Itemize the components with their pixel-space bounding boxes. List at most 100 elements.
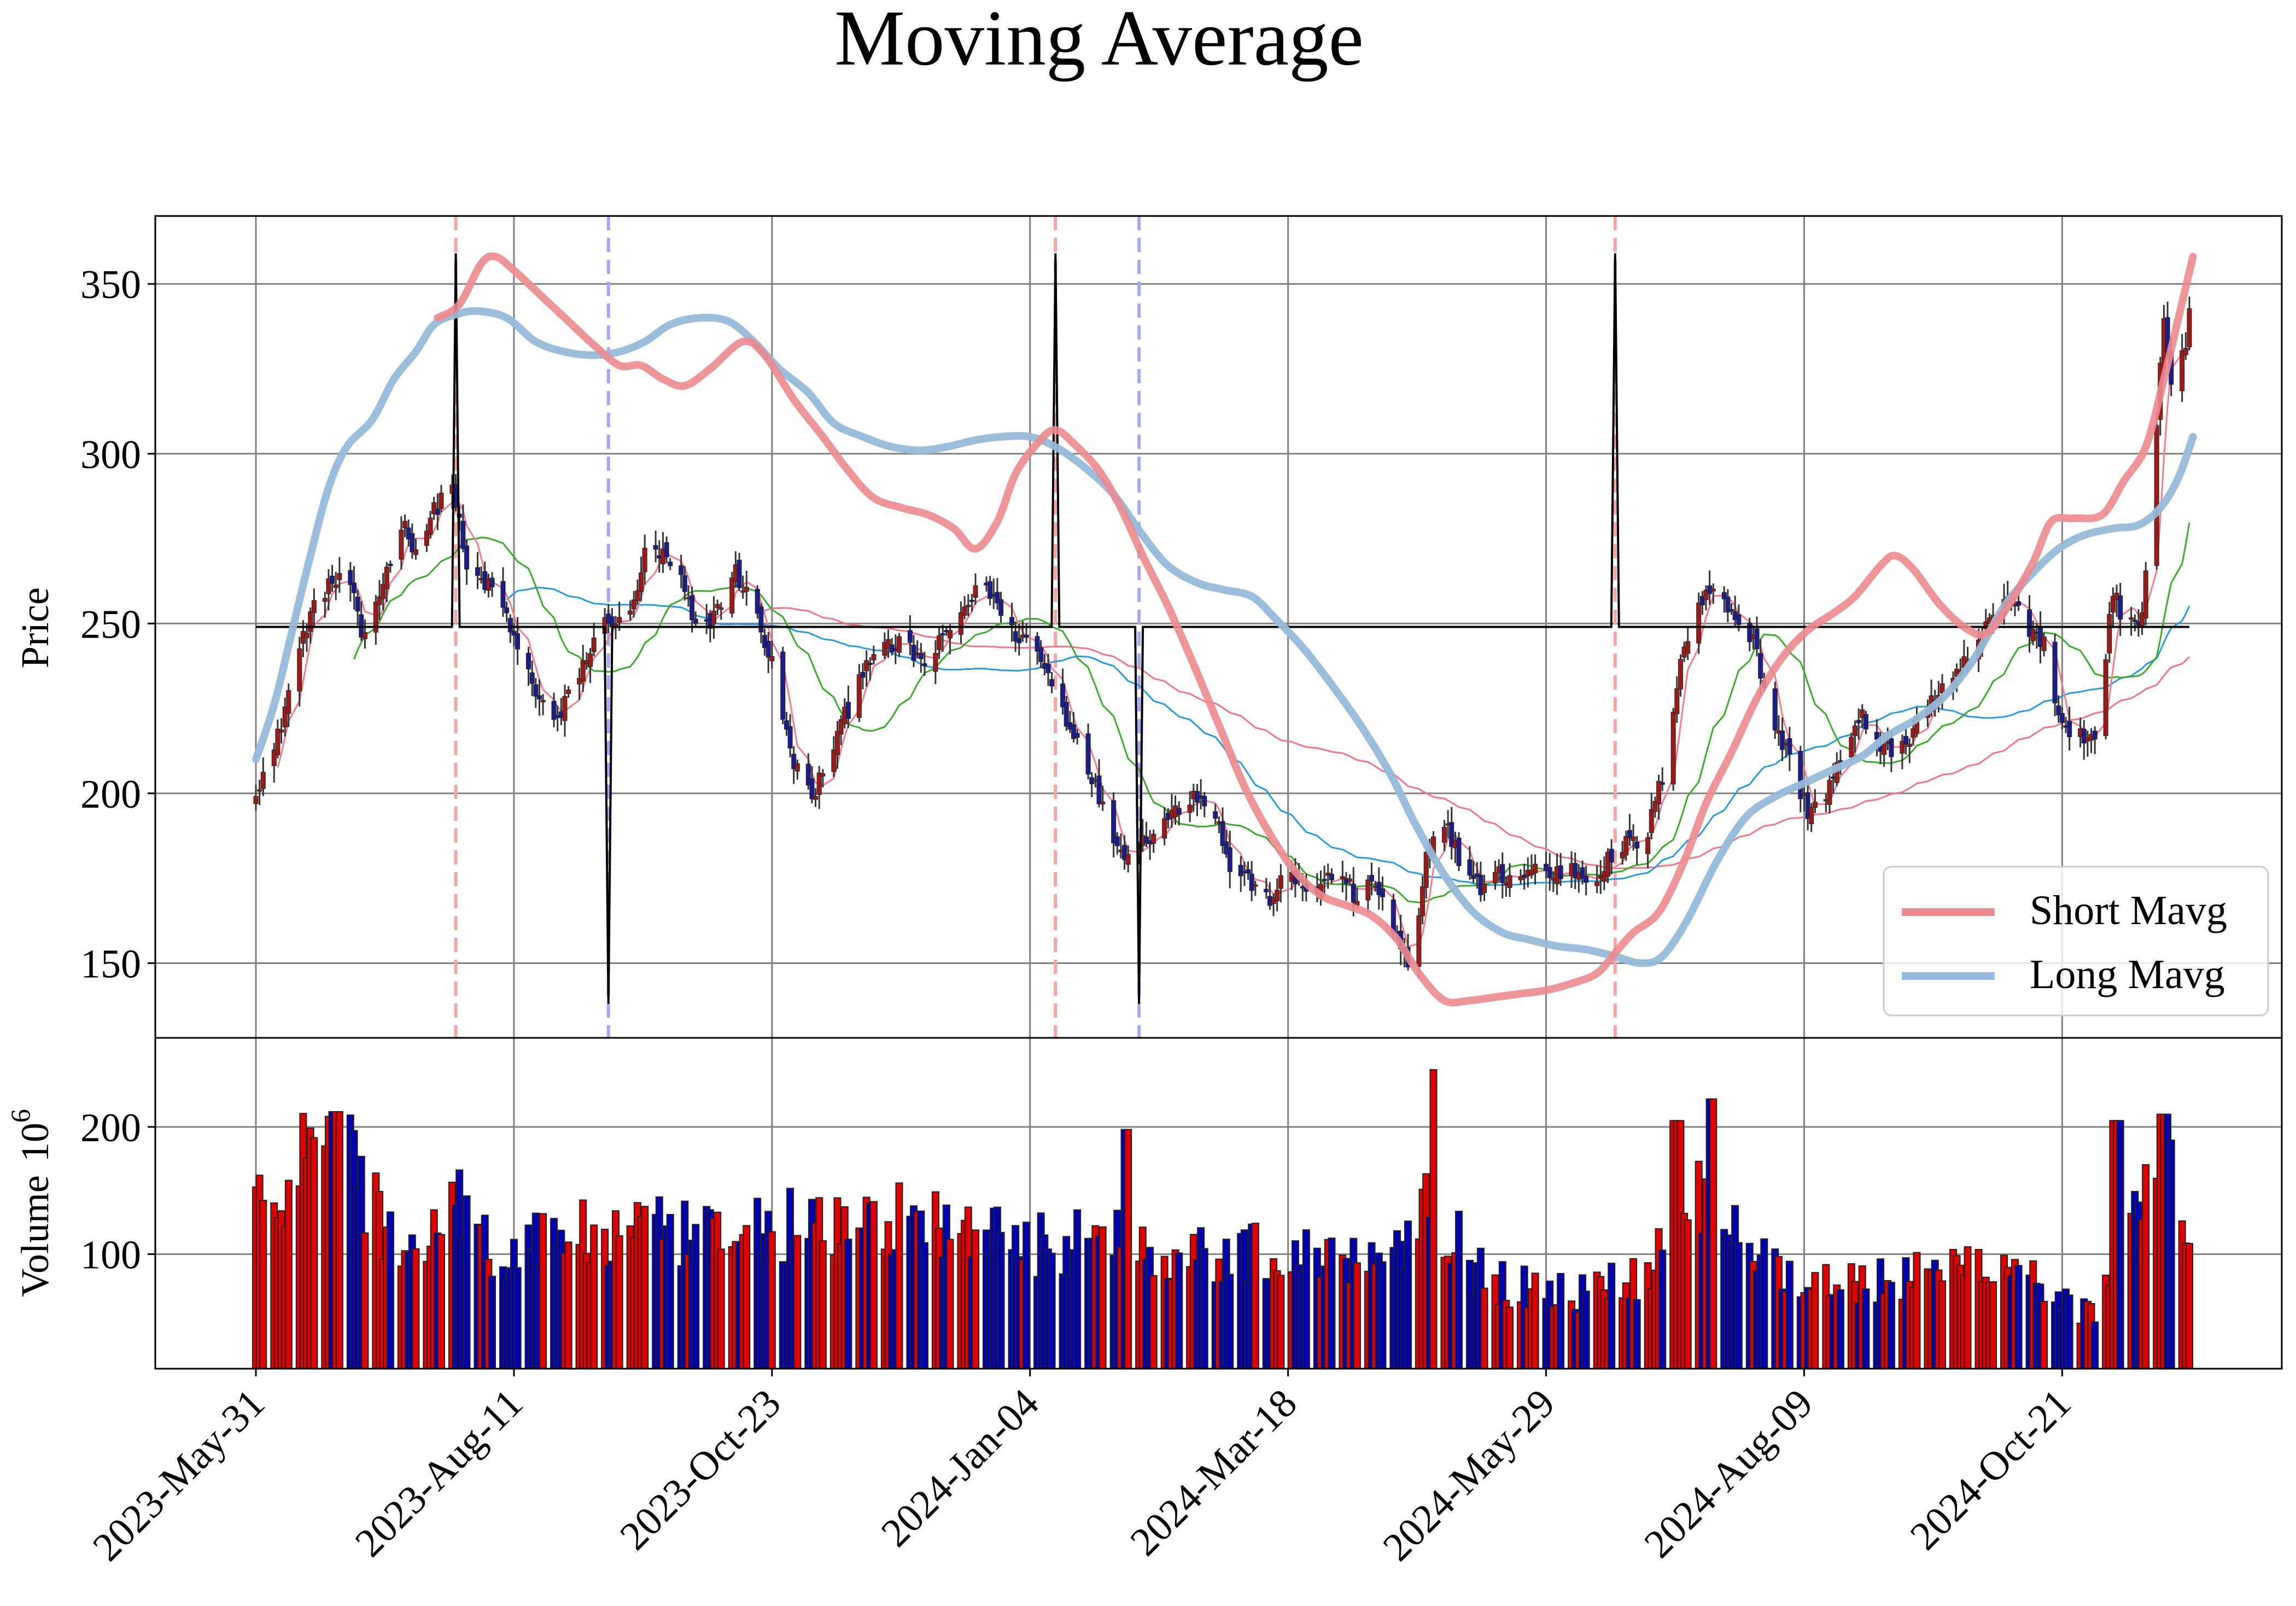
volume-bar <box>412 1248 420 1369</box>
candle-body <box>1492 872 1498 884</box>
candle-body <box>2027 609 2032 637</box>
candle-body <box>1747 622 1752 643</box>
candle-body <box>2103 659 2108 737</box>
candle-body <box>1347 878 1353 881</box>
volume-bar <box>437 1234 445 1370</box>
candle-body <box>1518 877 1523 880</box>
candle-body <box>1627 830 1632 839</box>
volume-bar <box>1913 1252 1921 1369</box>
candle-body <box>1049 679 1055 687</box>
candle-body <box>1253 884 1258 887</box>
candle-body <box>831 749 837 772</box>
volume-bar <box>717 1248 725 1370</box>
volume-bar <box>819 1240 827 1370</box>
candle-body <box>784 720 789 730</box>
candle-body <box>337 573 342 580</box>
candle-body <box>1699 595 1705 606</box>
candle-body <box>1151 833 1156 844</box>
volume-bar <box>1608 1263 1616 1369</box>
candle-body <box>896 636 902 653</box>
candle-body <box>1264 889 1269 892</box>
candle-body <box>304 632 309 639</box>
candle-body <box>1467 859 1473 876</box>
candle-body <box>845 702 851 719</box>
short-mavg-line <box>434 252 2197 1007</box>
volume-bar <box>2167 1140 2175 1369</box>
candle-body <box>566 690 571 694</box>
volume-bar <box>946 1239 954 1370</box>
price-y-tick-label: 300 <box>80 433 141 477</box>
candle-body <box>373 601 378 633</box>
candle-body <box>257 789 262 792</box>
candle-body <box>871 654 877 661</box>
candle-body <box>1220 821 1225 846</box>
candle-body <box>642 547 647 573</box>
candle-body <box>435 509 440 515</box>
candle-body <box>918 653 924 659</box>
volume-bar <box>259 1200 267 1370</box>
volume-bar <box>539 1213 547 1370</box>
volume-bar <box>997 1231 1005 1370</box>
candle-body <box>511 630 517 636</box>
candle-body <box>737 559 742 588</box>
candle-body <box>617 617 622 623</box>
volume-bar <box>1353 1262 1361 1370</box>
candle-body <box>2056 705 2061 716</box>
candle-body <box>1391 900 1396 932</box>
candle-body <box>813 796 819 800</box>
candle-body <box>1471 875 1476 879</box>
candle-body <box>787 726 793 749</box>
candle-body <box>729 577 735 614</box>
candle-body <box>1275 890 1280 902</box>
candle-body <box>1423 851 1429 888</box>
candle-body <box>1772 688 1778 731</box>
candle-body <box>1580 867 1585 879</box>
candle-body <box>591 638 597 652</box>
long-mavg-line <box>252 307 2197 967</box>
candle-body <box>886 639 891 649</box>
volume-bar <box>692 1224 700 1370</box>
candle-body <box>755 588 760 614</box>
candle-body <box>1889 738 1894 757</box>
candle-body <box>653 545 658 550</box>
price-y-ticks: 150 200 250 300 350 <box>80 262 155 986</box>
volume-bar <box>2065 1294 2073 1370</box>
volume-y-tick-label: 200 <box>80 1106 141 1151</box>
price-series <box>252 216 2197 1038</box>
volume-bar <box>1785 1260 1793 1369</box>
candle-body <box>1064 702 1069 727</box>
candle-body <box>744 587 749 592</box>
candle-body <box>1340 876 1345 879</box>
candle-body <box>2081 728 2087 744</box>
volume-bar <box>920 1242 928 1369</box>
signal-line <box>256 253 2189 1004</box>
volume-bar <box>1684 1219 1692 1370</box>
candle-body <box>1856 720 1861 723</box>
candle-body <box>794 763 800 772</box>
volume-bar <box>2014 1265 2023 1369</box>
volume-exponent-power: 6 <box>5 1109 36 1123</box>
candle-body <box>1100 801 1106 805</box>
candle-body <box>529 672 535 684</box>
volume-bar <box>1175 1252 1183 1369</box>
candle-body <box>1558 865 1563 879</box>
volume-bar <box>488 1276 496 1369</box>
volume-label-text: Volume <box>13 1175 57 1297</box>
candle-body <box>1522 874 1527 878</box>
candle-body <box>2092 731 2098 740</box>
candle-body <box>362 632 367 639</box>
candle-body <box>279 729 284 733</box>
volume-bar <box>2186 1243 2193 1370</box>
candle-body <box>1016 638 1022 644</box>
volume-bar <box>463 1195 471 1370</box>
candle-body <box>635 590 640 601</box>
candle-body <box>1721 592 1727 600</box>
candle-body <box>2118 595 2123 620</box>
candle-body <box>1449 822 1454 847</box>
volume-bar <box>1048 1252 1056 1369</box>
candle-body <box>333 585 338 588</box>
candle-body <box>867 662 873 665</box>
candle-body <box>2052 641 2058 704</box>
candle-body <box>973 585 978 598</box>
candle-body <box>1074 733 1080 738</box>
